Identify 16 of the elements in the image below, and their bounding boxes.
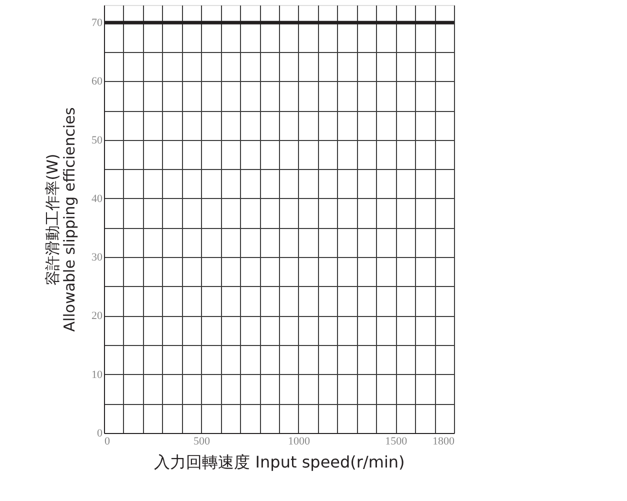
x-tick-label: 500 bbox=[193, 436, 210, 448]
y-tick-label: 50 bbox=[92, 134, 103, 146]
x-tick-label: 1800 bbox=[432, 436, 455, 448]
text: 容許滑動工作率(W) bbox=[44, 154, 62, 286]
y-tick-label: 0 bbox=[97, 428, 103, 440]
y-tick-label: 10 bbox=[92, 368, 103, 381]
x-tick-label: 0 bbox=[104, 436, 110, 448]
y-tick-label: 20 bbox=[92, 310, 103, 322]
y-tick-label: 70 bbox=[92, 17, 103, 30]
y-tick-label: 30 bbox=[92, 252, 103, 264]
x-tick-label: 1500 bbox=[385, 436, 408, 448]
x-axis-title: 入力回轉速度 Input speed(r/min) bbox=[154, 452, 405, 472]
x-tick-label: 1000 bbox=[288, 436, 310, 448]
text: Allowable slipping efficiencies bbox=[60, 107, 78, 332]
y-tick-label: 60 bbox=[92, 76, 103, 88]
y-tick-label: 40 bbox=[92, 192, 103, 205]
